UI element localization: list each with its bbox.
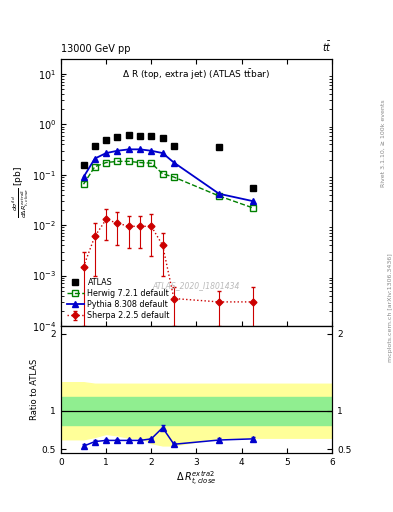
Herwig 7.2.1 default [149,160,154,166]
ATLAS [217,144,222,151]
Herwig 7.2.1 default [160,170,165,177]
Line: Herwig 7.2.1 default: Herwig 7.2.1 default [81,159,256,211]
ATLAS [104,137,108,143]
Herwig 7.2.1 default [81,181,86,187]
Pythia 8.308 default [160,150,165,156]
ATLAS [251,185,255,191]
ATLAS [92,142,97,148]
Herwig 7.2.1 default [138,160,142,166]
Herwig 7.2.1 default [104,160,108,166]
Pythia 8.308 default [149,147,154,154]
X-axis label: $\Delta\,R_{t,close}^{extra2}$: $\Delta\,R_{t,close}^{extra2}$ [176,470,217,488]
Text: Rivet 3.1.10, ≥ 100k events: Rivet 3.1.10, ≥ 100k events [381,99,386,187]
ATLAS [171,142,176,148]
Herwig 7.2.1 default [126,158,131,164]
Pythia 8.308 default [115,147,120,154]
Herwig 7.2.1 default [251,205,255,211]
Pythia 8.308 default [138,146,142,153]
Herwig 7.2.1 default [115,158,120,164]
Text: 13000 GeV pp: 13000 GeV pp [61,44,130,54]
Herwig 7.2.1 default [217,193,222,199]
ATLAS [160,135,165,141]
Pythia 8.308 default [217,190,222,197]
Text: mcplots.cern.ch [arXiv:1306.3436]: mcplots.cern.ch [arXiv:1306.3436] [388,253,393,361]
Pythia 8.308 default [126,146,131,153]
Pythia 8.308 default [171,160,176,166]
Text: $t\bar{t}$: $t\bar{t}$ [322,40,332,54]
Line: Pythia 8.308 default: Pythia 8.308 default [81,146,256,204]
Text: ATLAS_2020_I1801434: ATLAS_2020_I1801434 [153,282,240,290]
Herwig 7.2.1 default [92,164,97,170]
ATLAS [126,132,131,138]
Pythia 8.308 default [92,156,97,162]
Pythia 8.308 default [251,198,255,204]
Y-axis label: Ratio to ATLAS: Ratio to ATLAS [30,359,39,420]
Pythia 8.308 default [81,174,86,180]
Pythia 8.308 default [104,150,108,156]
Y-axis label: $\frac{d\sigma^{fid}}{d\Delta R_{t,close}^{extra2}}$ [pb]: $\frac{d\sigma^{fid}}{d\Delta R_{t,close… [11,166,31,218]
Line: ATLAS: ATLAS [81,132,256,191]
Legend: ATLAS, Herwig 7.2.1 default, Pythia 8.308 default, Sherpa 2.2.5 default: ATLAS, Herwig 7.2.1 default, Pythia 8.30… [65,276,171,322]
ATLAS [115,134,120,140]
ATLAS [149,133,154,139]
ATLAS [138,133,142,139]
Text: $\Delta$ R (top, extra jet) (ATLAS t$\bar{\rm t}$bar): $\Delta$ R (top, extra jet) (ATLAS t$\ba… [123,67,270,82]
ATLAS [81,162,86,168]
Herwig 7.2.1 default [171,174,176,180]
